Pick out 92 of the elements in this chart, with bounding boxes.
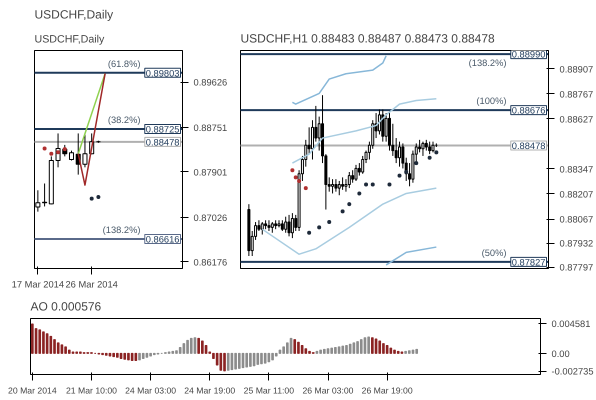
x-tick-label: 20 Mar 2014 bbox=[8, 386, 57, 396]
point bbox=[340, 209, 345, 214]
annotation: (38.2%) bbox=[108, 114, 141, 125]
x-tick-label: 26 Mar 19:00 bbox=[362, 386, 413, 396]
ref-line-label: 0.86616 bbox=[146, 234, 180, 244]
candlestick bbox=[381, 108, 384, 142]
candlestick bbox=[331, 178, 334, 194]
candlestick bbox=[354, 164, 358, 182]
ref-line-label: 0.88725 bbox=[146, 124, 180, 134]
candlestick bbox=[348, 172, 351, 189]
chart-title: USDCHF,Daily bbox=[34, 8, 114, 22]
y-tick-label: 0.88627 bbox=[560, 114, 594, 124]
x-tick-label: 24 Mar 03:00 bbox=[125, 386, 176, 396]
candlestick bbox=[358, 162, 361, 176]
y-tick-label: 0.88347 bbox=[560, 164, 594, 174]
annotation: (138.2%) bbox=[102, 224, 141, 235]
line-series bbox=[262, 187, 438, 255]
y-tick-label: 0.004581 bbox=[552, 319, 590, 330]
candlestick bbox=[398, 141, 402, 168]
y-tick-label: 0.87797 bbox=[560, 262, 594, 273]
point bbox=[307, 230, 312, 235]
ref-line-label: 0.88990 bbox=[512, 50, 546, 60]
point bbox=[434, 150, 438, 154]
y-tick-label: 0.87026 bbox=[194, 213, 228, 224]
point bbox=[370, 182, 375, 187]
point bbox=[428, 156, 432, 160]
candlestick bbox=[270, 222, 274, 234]
chart-subtitle: USDCHF,Daily bbox=[34, 34, 106, 46]
ref-line-label: 0.88478 bbox=[512, 141, 546, 152]
ref-line-label: 0.88676 bbox=[512, 106, 546, 116]
x-tick-label: 17 Mar 2014 bbox=[12, 280, 64, 290]
candlestick bbox=[431, 141, 435, 153]
annotation: (138.2%) bbox=[468, 58, 507, 68]
point bbox=[294, 175, 298, 180]
point bbox=[404, 170, 408, 174]
point bbox=[62, 147, 67, 152]
candlestick bbox=[338, 180, 341, 196]
line-series bbox=[292, 55, 387, 105]
candlestick bbox=[290, 212, 294, 239]
candlestick bbox=[384, 112, 388, 142]
ref-line-label: 0.87827 bbox=[512, 257, 546, 268]
chart-title: AO 0.000576 bbox=[30, 300, 102, 314]
y-tick-label: 0.89626 bbox=[194, 78, 228, 88]
candlestick bbox=[284, 216, 288, 234]
candlestick bbox=[424, 139, 428, 152]
y-tick-label: 0.88067 bbox=[560, 214, 594, 225]
y-tick-label: 0.87932 bbox=[560, 238, 594, 249]
point bbox=[414, 161, 418, 166]
x-tick-label: 25 Mar 11:00 bbox=[244, 386, 294, 396]
point bbox=[327, 220, 332, 224]
annotation: (100%) bbox=[476, 96, 507, 106]
y-tick-label: 0.00 bbox=[552, 348, 570, 359]
candlestick bbox=[351, 170, 354, 184]
y-tick-label: 0.86176 bbox=[194, 257, 228, 268]
point bbox=[387, 182, 392, 187]
y-tick-label: -0.002735 bbox=[552, 366, 594, 377]
x-tick-label: 26 Mar 03:00 bbox=[302, 386, 354, 396]
point bbox=[364, 182, 368, 187]
candlestick bbox=[428, 141, 432, 155]
point bbox=[398, 174, 402, 178]
point bbox=[304, 186, 308, 190]
point bbox=[357, 191, 362, 196]
x-tick-label: 21 Mar 10:00 bbox=[66, 386, 118, 396]
annotation: (61.8%) bbox=[108, 58, 141, 69]
point bbox=[90, 196, 94, 201]
point bbox=[347, 202, 352, 206]
point bbox=[317, 225, 322, 230]
y-tick-label: 0.88767 bbox=[560, 89, 594, 100]
y-tick-label: 0.87901 bbox=[194, 167, 228, 178]
point bbox=[297, 178, 302, 183]
ref-line-label: 0.89803 bbox=[146, 68, 180, 78]
ref-line-label: 0.88478 bbox=[146, 137, 180, 148]
annotation: (50%) bbox=[482, 248, 507, 258]
point bbox=[290, 168, 294, 172]
point bbox=[42, 146, 47, 151]
point bbox=[96, 195, 100, 200]
y-tick-label: 0.88907 bbox=[560, 64, 594, 74]
chart-title: USDCHF,H1 0.88483 0.88487 0.88473 0.88478 bbox=[240, 32, 496, 46]
candlestick bbox=[341, 176, 344, 190]
candlestick bbox=[334, 178, 338, 192]
line-series bbox=[292, 98, 438, 164]
x-tick-label: 24 Mar 19:00 bbox=[184, 386, 236, 396]
candlestick bbox=[267, 220, 270, 232]
candlestick bbox=[260, 222, 264, 236]
x-tick-label: 26 Mar 2014 bbox=[65, 280, 118, 290]
candlestick bbox=[288, 214, 291, 237]
y-tick-label: 0.88207 bbox=[560, 189, 594, 200]
candlestick bbox=[280, 220, 284, 232]
candlestick bbox=[418, 139, 422, 153]
point bbox=[49, 152, 54, 156]
candlestick bbox=[421, 141, 424, 156]
y-tick-label: 0.88751 bbox=[194, 123, 228, 134]
